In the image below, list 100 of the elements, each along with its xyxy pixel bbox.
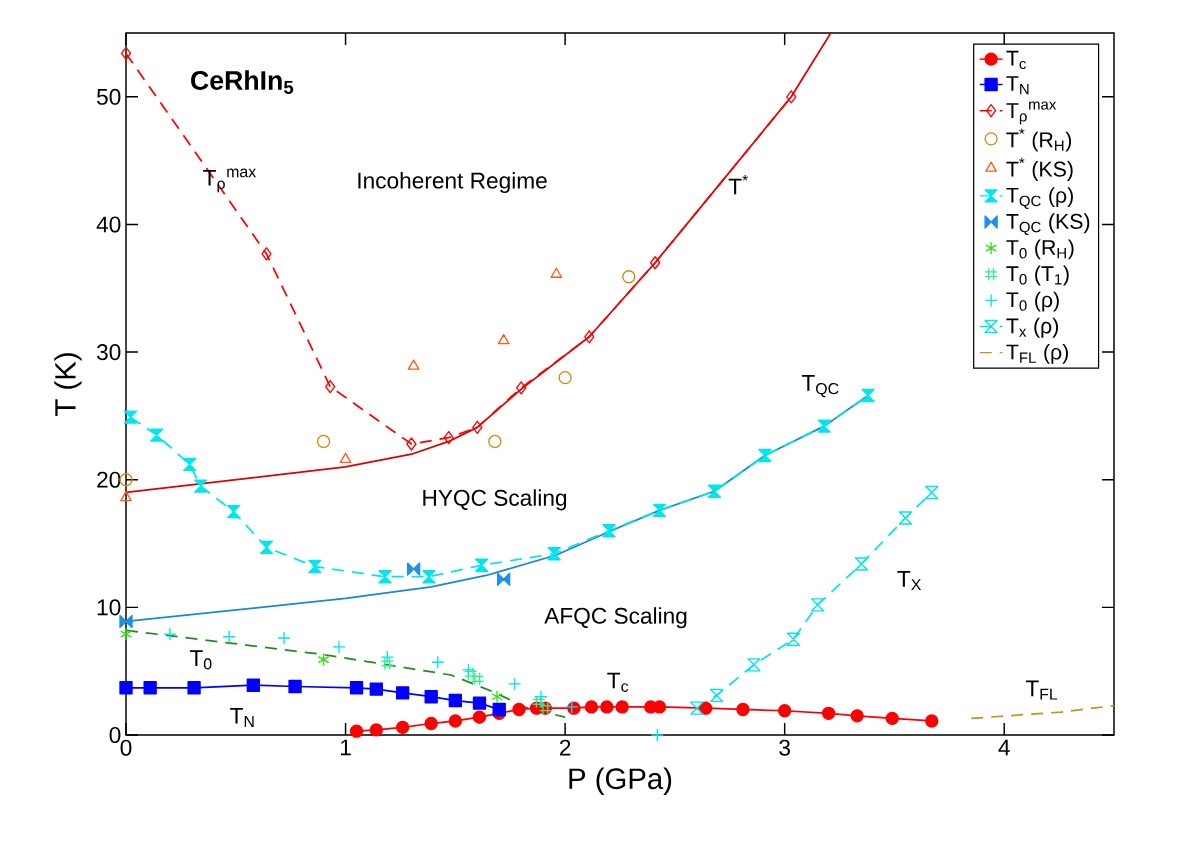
legend-label: T$_{ρ}$max [1006, 101, 1057, 125]
point [470, 672, 484, 686]
point [316, 434, 331, 449]
point [861, 388, 875, 403]
point [120, 46, 132, 61]
point [821, 706, 836, 720]
point [584, 700, 599, 714]
point [120, 627, 132, 641]
x-tick-label: 3 [779, 739, 790, 756]
legend-label: T$_{x}$ (ρ) [1006, 317, 1058, 338]
point [491, 690, 503, 704]
point [395, 686, 410, 700]
point [472, 710, 487, 724]
point [747, 658, 761, 672]
point [422, 570, 436, 584]
point [407, 359, 420, 370]
annotation: T$_{N}$ [230, 707, 254, 727]
point [690, 701, 704, 715]
point [817, 419, 831, 433]
point [424, 716, 438, 731]
y-tick-label: 10 [97, 599, 121, 616]
point [378, 570, 392, 584]
y-tick-label: 20 [97, 471, 121, 488]
point [532, 695, 546, 709]
point [317, 653, 330, 667]
point [150, 428, 164, 442]
annotation: T$_{0}$ [189, 650, 212, 670]
annotation: T$_{QC}$ [801, 375, 839, 398]
point [369, 682, 383, 696]
legend-label: T$_{0}$ (ρ) [1006, 291, 1059, 312]
point [652, 503, 667, 518]
point [406, 437, 417, 451]
point [119, 681, 133, 695]
point [443, 430, 454, 445]
point [698, 701, 713, 715]
point [850, 709, 864, 723]
point [349, 681, 364, 695]
point [602, 524, 616, 538]
legend-label: T$_{0}$ (R$_{H}$) [1006, 239, 1074, 260]
annotation: T$^{*}$ [728, 175, 748, 195]
point [488, 434, 502, 449]
point [448, 693, 463, 708]
point [497, 333, 510, 345]
point [143, 681, 157, 695]
legend-label: T$_{FL}$ (ρ) [1006, 343, 1068, 364]
legend-label: T$_{QC}$ (ρ) [1006, 187, 1073, 209]
point [308, 559, 322, 574]
point [492, 702, 506, 717]
point [325, 379, 336, 394]
point [448, 714, 463, 728]
point [261, 247, 272, 261]
point [615, 700, 629, 714]
annotation: T$_{FL}$ [1025, 680, 1058, 700]
point [550, 267, 563, 278]
point [786, 632, 801, 646]
x-tick-label: 0 [120, 739, 132, 756]
point [187, 681, 201, 695]
legend-label: T$^{*}$ (KS) [1006, 157, 1073, 181]
x-tick-label: 4 [998, 739, 1010, 756]
point [183, 457, 197, 472]
y-tick-label: 0 [109, 726, 121, 744]
point [472, 420, 483, 435]
point [786, 90, 797, 104]
y-tick-label: 30 [96, 344, 121, 361]
point [547, 547, 561, 561]
point [193, 479, 208, 493]
point [349, 724, 364, 738]
point [854, 557, 869, 571]
point [475, 558, 489, 572]
legend-label: T$_{QC}$ (KS) [1006, 213, 1090, 236]
legend-label: T$_{c}$ [1006, 50, 1026, 70]
point [226, 504, 241, 519]
point [496, 572, 511, 586]
point [120, 490, 132, 502]
point [649, 256, 661, 270]
point [395, 720, 410, 735]
x-axis-title: P (GPa) [569, 767, 672, 795]
point [288, 679, 302, 694]
point [259, 540, 274, 555]
legend-label: T$_{0}$ (T$_{1}$) [1006, 265, 1069, 286]
point [472, 696, 487, 710]
point [898, 511, 913, 525]
point [758, 448, 772, 463]
annotation: Incoherent Regime [358, 171, 547, 194]
point [778, 704, 792, 718]
legend-label: T$^{*}$ (R$_{H}$) [1006, 128, 1072, 152]
point [925, 714, 939, 728]
point [600, 700, 614, 714]
annotation: T$_{X}$ [897, 571, 922, 591]
point [119, 614, 133, 629]
point [380, 656, 394, 671]
point [925, 485, 939, 500]
annotation: T$_{ρ}$max [203, 168, 256, 193]
point [512, 702, 526, 717]
point [707, 484, 722, 498]
point [464, 667, 478, 681]
point [339, 452, 352, 463]
y-tick-label: 50 [96, 88, 121, 105]
annotation: HYQC Scaling [423, 489, 567, 511]
y-axis-title: T (K) [54, 353, 82, 416]
